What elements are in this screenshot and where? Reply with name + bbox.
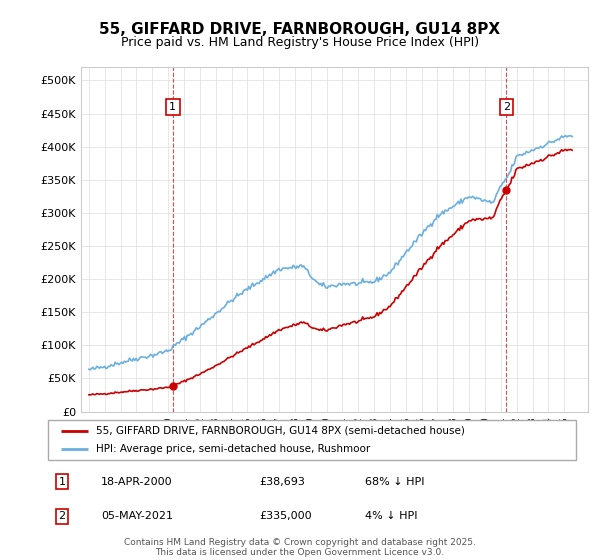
Text: 55, GIFFARD DRIVE, FARNBOROUGH, GU14 8PX: 55, GIFFARD DRIVE, FARNBOROUGH, GU14 8PX (100, 22, 500, 38)
Text: 2: 2 (59, 511, 65, 521)
Text: £335,000: £335,000 (259, 511, 312, 521)
Text: Contains HM Land Registry data © Crown copyright and database right 2025.
This d: Contains HM Land Registry data © Crown c… (124, 538, 476, 557)
Text: 05-MAY-2021: 05-MAY-2021 (101, 511, 173, 521)
Text: 1: 1 (169, 102, 176, 112)
Text: 4% ↓ HPI: 4% ↓ HPI (365, 511, 418, 521)
Text: 68% ↓ HPI: 68% ↓ HPI (365, 477, 424, 487)
Text: £38,693: £38,693 (259, 477, 305, 487)
Text: HPI: Average price, semi-detached house, Rushmoor: HPI: Average price, semi-detached house,… (95, 445, 370, 454)
Text: 18-APR-2000: 18-APR-2000 (101, 477, 172, 487)
Text: 1: 1 (59, 477, 65, 487)
Text: 55, GIFFARD DRIVE, FARNBOROUGH, GU14 8PX (semi-detached house): 55, GIFFARD DRIVE, FARNBOROUGH, GU14 8PX… (95, 426, 464, 436)
FancyBboxPatch shape (48, 420, 576, 460)
Text: 2: 2 (503, 102, 510, 112)
Text: Price paid vs. HM Land Registry's House Price Index (HPI): Price paid vs. HM Land Registry's House … (121, 36, 479, 49)
